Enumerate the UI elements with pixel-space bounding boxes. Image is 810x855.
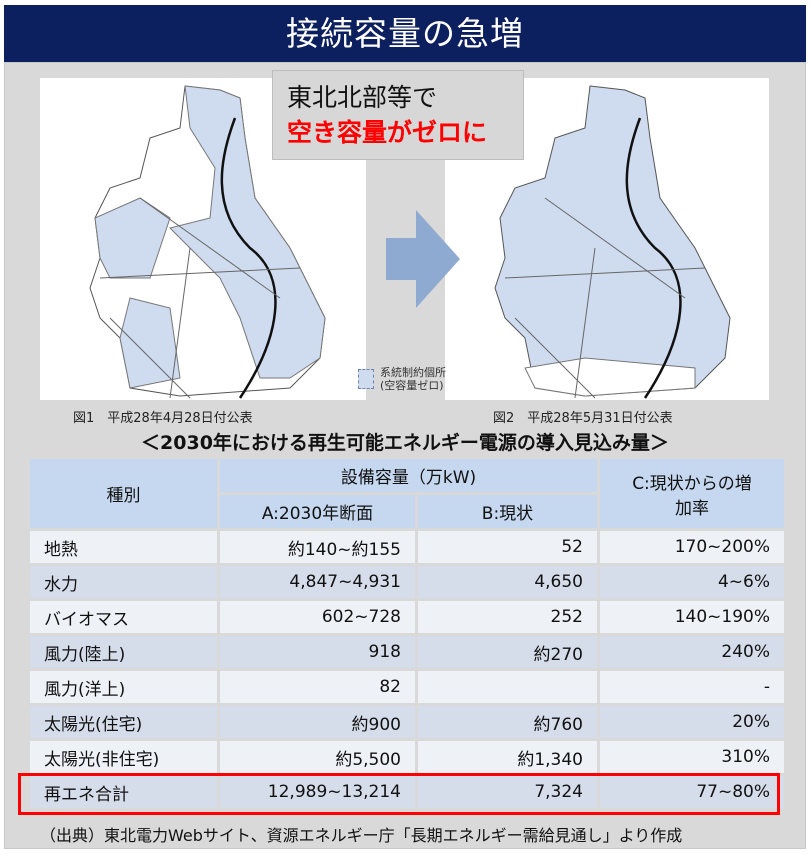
- cell-type: 再エネ合計: [30, 776, 217, 808]
- table-row: バイオマス 602~728 252 140~190%: [30, 601, 784, 633]
- cell-a: 4,847~4,931: [220, 566, 415, 598]
- cell-c: 4~6%: [600, 566, 784, 598]
- cell-type: 水力: [30, 566, 217, 598]
- cell-b: 約1,340: [418, 741, 597, 773]
- right-arrow-icon: [386, 210, 460, 308]
- total-row-highlight: [18, 773, 780, 815]
- header-a: A:2030年断面: [220, 495, 415, 528]
- cell-b: 252: [418, 601, 597, 633]
- legend-line2: (空容量ゼロ): [380, 379, 444, 392]
- cell-type: 地熱: [30, 531, 217, 563]
- cell-type: 風力(洋上): [30, 671, 217, 703]
- source-footnote: （出典）東北電力Webサイト、資源エネルギー庁「長期エネルギー需給見通し」より作…: [40, 826, 683, 845]
- cell-a: 約140~約155: [220, 531, 415, 563]
- cell-type: 太陽光(住宅): [30, 706, 217, 738]
- caption-figure2: 図2 平成28年5月31日付公表: [493, 411, 673, 426]
- cell-a: 602~728: [220, 601, 415, 633]
- table-row: 水力 4,847~4,931 4,650 4~6%: [30, 566, 784, 598]
- cell-a: 約900: [220, 706, 415, 738]
- cell-c: 170~200%: [600, 531, 784, 563]
- cell-c: -: [600, 671, 784, 703]
- cell-c: 20%: [600, 706, 784, 738]
- cell-c: 240%: [600, 636, 784, 668]
- table-row: 地熱 約140~約155 52 170~200%: [30, 531, 784, 563]
- cell-b: 約270: [418, 636, 597, 668]
- cell-b: 7,324: [418, 776, 597, 808]
- callout-box: 東北北部等で 空き容量がゼロに: [272, 70, 524, 160]
- renewable-capacity-table: 種別 設備容量（万kW) C:現状からの増加率 A:2030年断面 B:現状 地…: [27, 456, 787, 811]
- cell-a: 12,989~13,214: [220, 776, 415, 808]
- cell-c: 77~80%: [600, 776, 784, 808]
- cell-a: 82: [220, 671, 415, 703]
- grid-map-may: [445, 78, 769, 400]
- map-image: [89, 85, 326, 399]
- header-c: C:現状からの増加率: [600, 459, 784, 528]
- table-row: 風力(陸上) 918 約270 240%: [30, 636, 784, 668]
- map-legend: 系統制約個所 (空容量ゼロ): [358, 366, 446, 392]
- table-title: ＜2030年における再生可能エネルギー電源の導入見込み量＞: [141, 432, 669, 454]
- cell-c: 310%: [600, 741, 784, 773]
- callout-line2: 空き容量がゼロに: [287, 118, 488, 147]
- table-row: 太陽光(住宅) 約900 約760 20%: [30, 706, 784, 738]
- table-row: 太陽光(非住宅) 約5,500 約1,340 310%: [30, 741, 784, 773]
- header-type: 種別: [30, 459, 217, 528]
- slide-title: 接続容量の急増: [4, 5, 806, 62]
- cell-type: バイオマス: [30, 601, 217, 633]
- cell-b: 52: [418, 531, 597, 563]
- header-capacity: 設備容量（万kW): [220, 459, 597, 492]
- callout-line1: 東北北部等で: [287, 83, 438, 112]
- legend-swatch: [358, 369, 374, 389]
- cell-b: 4,650: [418, 566, 597, 598]
- table-row: 再エネ合計 12,989~13,214 7,324 77~80%: [30, 776, 784, 808]
- cell-c: 140~190%: [600, 601, 784, 633]
- legend-line1: 系統制約個所: [380, 366, 446, 379]
- cell-type: 太陽光(非住宅): [30, 741, 217, 773]
- cell-a: 918: [220, 636, 415, 668]
- caption-figure1: 図1 平成28年4月28日付公表: [73, 411, 253, 426]
- cell-a: 約5,500: [220, 741, 415, 773]
- header-b: B:現状: [418, 495, 597, 528]
- map-image: [494, 85, 731, 399]
- cell-b: 約760: [418, 706, 597, 738]
- cell-b: [418, 671, 597, 703]
- cell-type: 風力(陸上): [30, 636, 217, 668]
- table-row: 風力(洋上) 82 -: [30, 671, 784, 703]
